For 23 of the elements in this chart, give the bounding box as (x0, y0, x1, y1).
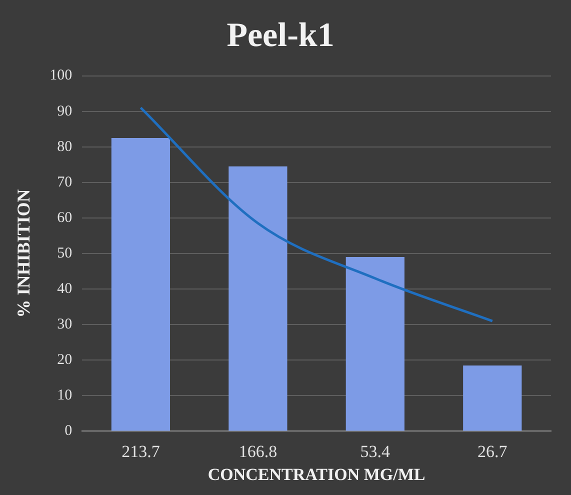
y-tick-label: 100 (50, 68, 72, 84)
bar (463, 365, 522, 431)
y-tick-label: 80 (57, 138, 72, 155)
y-tick-label: 10 (57, 388, 72, 404)
bar (228, 166, 288, 431)
y-tick-label: 60 (57, 210, 72, 226)
y-tick-label: 0 (64, 423, 72, 440)
x-tick-label: 166.8 (238, 442, 278, 461)
bar (346, 257, 404, 431)
bar (111, 138, 170, 431)
x-tick-label: 26.7 (478, 442, 508, 461)
line-series (139, 106, 494, 322)
y-tick-label: 50 (57, 245, 72, 262)
y-tick-label: 30 (57, 316, 72, 333)
y-tick-label: 20 (57, 352, 72, 368)
y-tick-label: 70 (57, 174, 72, 190)
y-tick-label: 90 (57, 103, 72, 120)
x-tick-label: 213.7 (122, 442, 160, 461)
x-axis-title: CONCENTRATION MG/ML (208, 465, 426, 484)
y-tick-label: 40 (57, 280, 72, 297)
x-tick-label: 53.4 (360, 442, 391, 461)
chart-title: Peel-k1 (226, 17, 334, 54)
y-axis-title: % INHIBITION (13, 189, 34, 318)
